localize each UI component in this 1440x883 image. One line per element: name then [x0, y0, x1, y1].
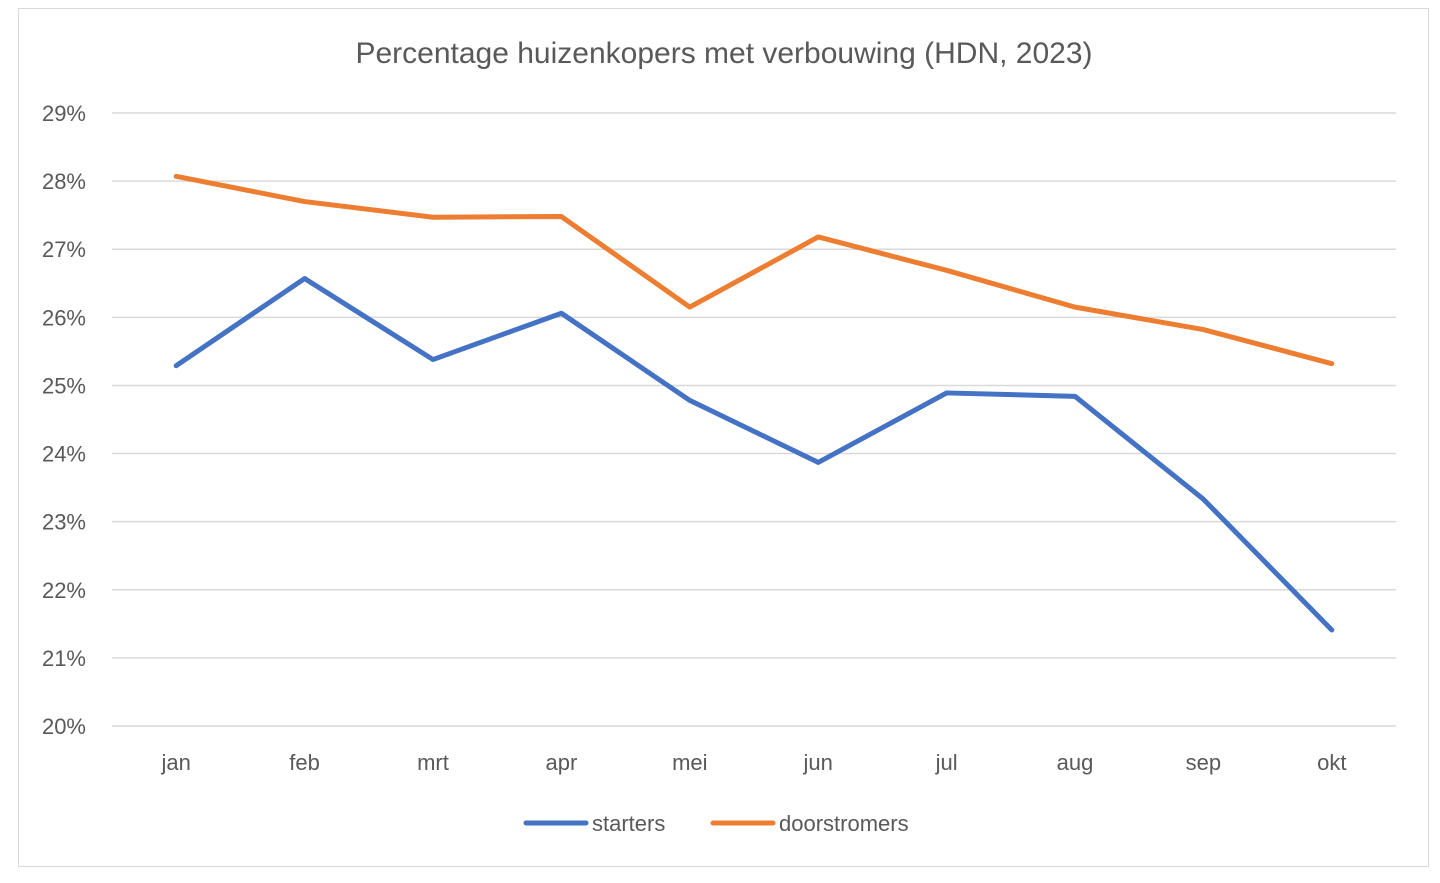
y-tick-label: 28% [42, 169, 86, 194]
x-tick-label: jun [803, 750, 833, 775]
x-tick-label: mei [672, 750, 707, 775]
gridlines [112, 112, 1396, 727]
chart-title: Percentage huizenkopers met verbouwing (… [355, 37, 1092, 70]
y-tick-label: 25% [42, 373, 86, 398]
y-tick-label: 29% [42, 101, 86, 126]
x-tick-label: aug [1057, 750, 1094, 775]
x-tick-label: jul [935, 750, 958, 775]
x-tick-label: okt [1317, 750, 1346, 775]
y-tick-label: 26% [42, 305, 86, 330]
series-line-starters [173, 276, 1335, 633]
series-line-doorstromers [173, 173, 1335, 367]
x-tick-label: mrt [417, 750, 449, 775]
y-tick-label: 24% [42, 442, 86, 467]
y-tick-label: 22% [42, 578, 86, 603]
x-tick-label: sep [1186, 750, 1221, 775]
y-tick-label: 27% [42, 237, 86, 262]
series-lines [173, 173, 1335, 633]
y-tick-label: 23% [42, 510, 86, 535]
legend: starters doorstromers [523, 811, 909, 836]
chart-frame [18, 8, 1429, 867]
x-tick-label: jan [161, 750, 191, 775]
y-axis-ticks: 20% 21% 22% 23% 24% 25% 26% 27% 28% 29% [42, 101, 86, 739]
y-tick-label: 20% [42, 714, 86, 739]
x-axis-ticks: jan feb mrt apr mei jun jul aug sep okt [161, 750, 1347, 775]
x-tick-label: feb [289, 750, 320, 775]
legend-label-starters: starters [592, 811, 665, 836]
x-tick-label: apr [546, 750, 578, 775]
legend-label-doorstromers: doorstromers [779, 811, 909, 836]
y-tick-label: 21% [42, 646, 86, 671]
